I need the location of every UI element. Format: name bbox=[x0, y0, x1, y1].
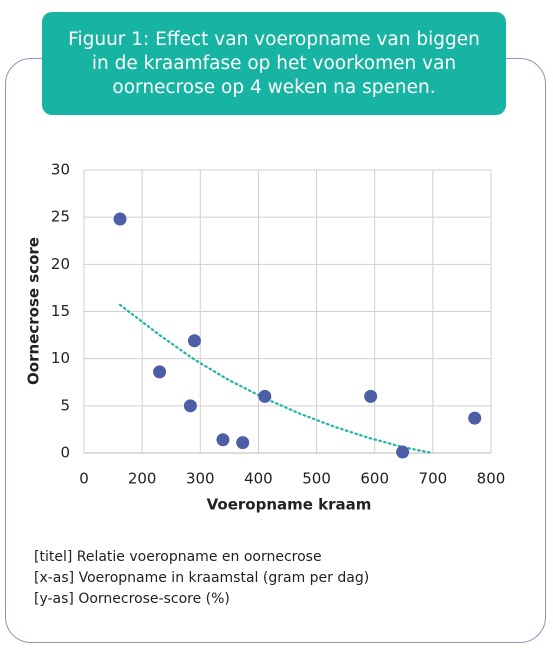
point bbox=[113, 212, 127, 226]
x-tick-label: 500 bbox=[302, 470, 331, 488]
point bbox=[153, 365, 167, 379]
note: [x-as] Voeropname in kraamstal (gram per… bbox=[34, 570, 370, 586]
x-tick-label: 600 bbox=[360, 470, 389, 488]
point bbox=[258, 389, 272, 403]
y-tick-label: 15 bbox=[51, 302, 70, 320]
x-tick-label: 200 bbox=[128, 470, 157, 488]
note: [y-as] Oornecrose-score (%) bbox=[34, 591, 230, 607]
x-axis-title: Voeropname kraam bbox=[207, 496, 372, 514]
point bbox=[468, 411, 482, 425]
point bbox=[183, 399, 197, 413]
y-tick-label: 10 bbox=[51, 349, 70, 367]
y-tick-label: 20 bbox=[51, 255, 70, 273]
point bbox=[187, 334, 201, 348]
x-tick-label: 400 bbox=[244, 470, 273, 488]
x-tick-label: 800 bbox=[477, 470, 506, 488]
point bbox=[396, 445, 410, 459]
y-tick-label: 5 bbox=[60, 396, 70, 414]
x-tick-label: 700 bbox=[419, 470, 448, 488]
x-tick-label: 0 bbox=[79, 470, 89, 488]
figure-title: Figuur 1: Effect van voeropname van bigg… bbox=[42, 12, 506, 115]
point bbox=[364, 389, 378, 403]
y-tick-label: 25 bbox=[51, 208, 70, 226]
note: [titel] Relatie voeropname en oornecrose bbox=[34, 549, 322, 565]
point bbox=[236, 436, 250, 450]
y-tick-label: 0 bbox=[60, 444, 70, 462]
notes: [titel] Relatie voeropname en oornecrose… bbox=[34, 547, 369, 610]
trendline bbox=[118, 303, 434, 455]
y-tick-label: 30 bbox=[51, 161, 70, 179]
point bbox=[216, 433, 230, 447]
x-tick-label: 300 bbox=[186, 470, 215, 488]
y-axis-title: Oornecrose score bbox=[25, 237, 43, 385]
